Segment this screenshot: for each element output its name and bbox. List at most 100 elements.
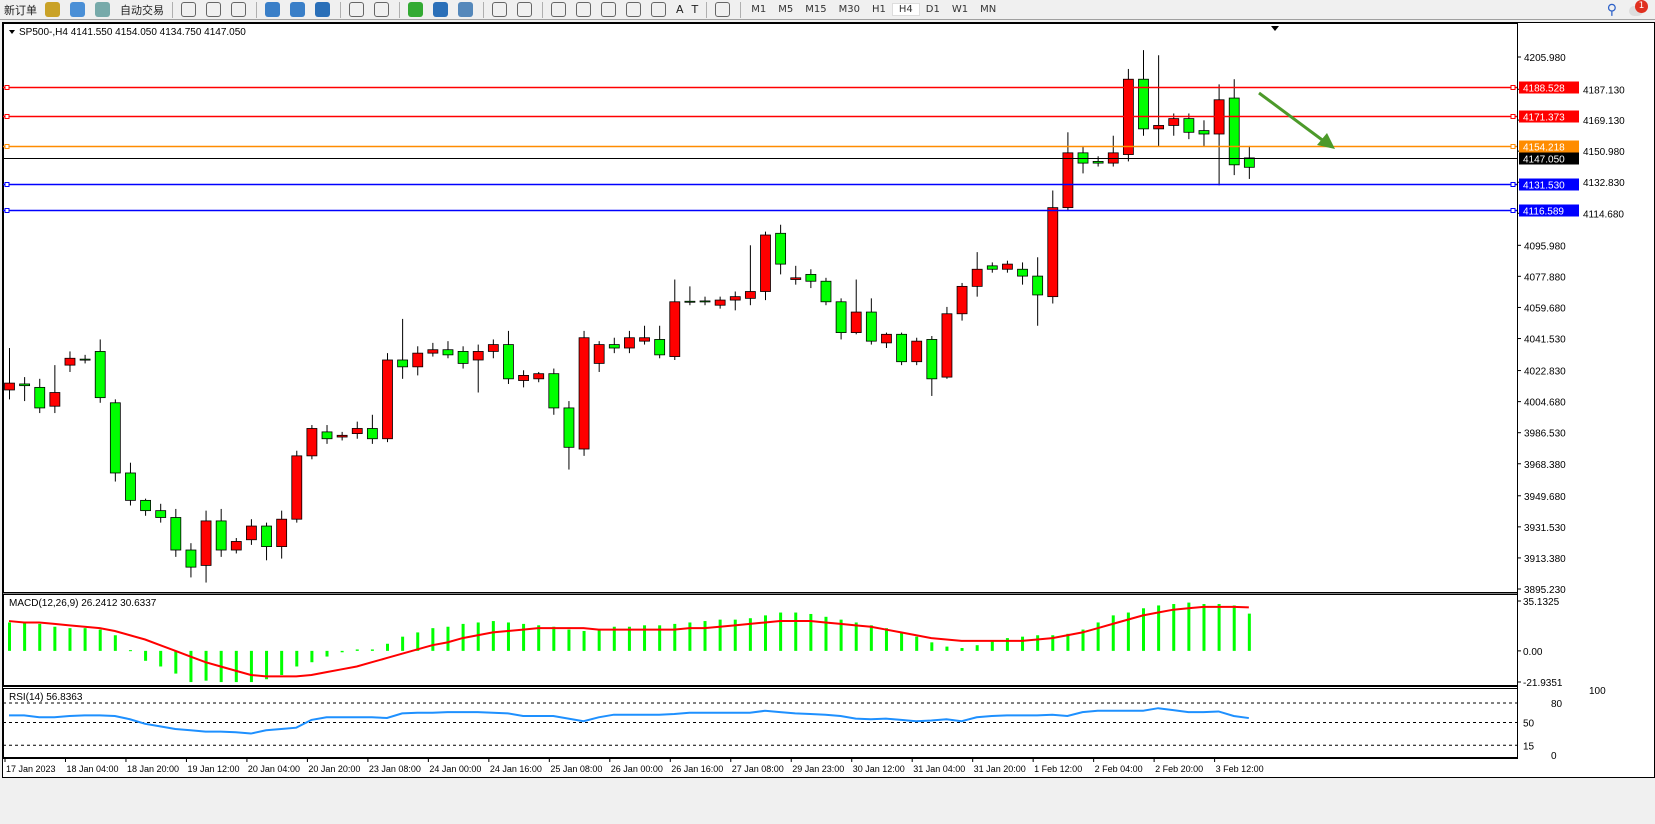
- line-handle[interactable]: [1510, 114, 1516, 119]
- candle[interactable]: [1092, 156, 1104, 167]
- candle[interactable]: [639, 325, 650, 345]
- candle[interactable]: [1153, 55, 1165, 146]
- candle[interactable]: [503, 330, 514, 384]
- timeframe-w1[interactable]: W1: [951, 4, 969, 15]
- candle[interactable]: [729, 291, 741, 311]
- line-handle[interactable]: [1510, 85, 1516, 90]
- candle[interactable]: [820, 277, 832, 306]
- line-handle[interactable]: [4, 85, 10, 90]
- autotrading-button[interactable]: 自动交易: [116, 1, 168, 19]
- equidistant-channel-button[interactable]: [622, 1, 647, 19]
- line-handle[interactable]: [1510, 144, 1516, 149]
- candlestick-button[interactable]: [202, 1, 227, 19]
- timeframe-d1[interactable]: D1: [925, 4, 940, 15]
- signals-button[interactable]: [91, 1, 116, 19]
- candle[interactable]: [1002, 260, 1013, 273]
- chart-shift-button[interactable]: [345, 1, 370, 19]
- candle[interactable]: [775, 224, 787, 275]
- candle[interactable]: [593, 341, 605, 372]
- timeframe-mn[interactable]: MN: [980, 4, 997, 15]
- candle[interactable]: [230, 538, 242, 554]
- candle[interactable]: [155, 503, 167, 523]
- line-handle[interactable]: [4, 208, 10, 213]
- line-handle[interactable]: [1510, 182, 1516, 187]
- candle[interactable]: [744, 245, 756, 306]
- candle[interactable]: [1062, 132, 1074, 212]
- candle[interactable]: [805, 269, 817, 289]
- candle[interactable]: [246, 519, 257, 545]
- candle[interactable]: [185, 543, 197, 578]
- candle[interactable]: [865, 298, 877, 345]
- candle[interactable]: [291, 450, 303, 523]
- zoom-out-button[interactable]: [286, 1, 311, 19]
- candle[interactable]: [1228, 79, 1240, 176]
- line-handle[interactable]: [4, 144, 10, 149]
- candle[interactable]: [49, 365, 61, 414]
- candle[interactable]: [170, 508, 182, 557]
- candle[interactable]: [109, 399, 121, 482]
- candle[interactable]: [563, 401, 575, 470]
- timeframe-m15[interactable]: M15: [805, 4, 827, 15]
- candle[interactable]: [200, 510, 212, 583]
- candle[interactable]: [578, 330, 590, 456]
- timeframe-h4[interactable]: H4: [891, 3, 920, 16]
- options-button[interactable]: [66, 1, 91, 19]
- candle[interactable]: [215, 508, 227, 557]
- candle[interactable]: [654, 325, 666, 359]
- timeframe-m1[interactable]: M1: [751, 4, 767, 15]
- candle[interactable]: [125, 462, 136, 506]
- candle[interactable]: [624, 330, 635, 354]
- timeframe-h1[interactable]: H1: [871, 4, 886, 15]
- candle[interactable]: [336, 431, 348, 441]
- candle[interactable]: [94, 339, 106, 403]
- candle[interactable]: [533, 371, 545, 383]
- candle[interactable]: [427, 342, 439, 357]
- candle[interactable]: [64, 351, 76, 372]
- candle[interactable]: [941, 306, 953, 379]
- candle[interactable]: [1032, 257, 1044, 326]
- vertical-line-button[interactable]: [547, 1, 572, 19]
- text-button[interactable]: A: [672, 1, 688, 19]
- candle[interactable]: [79, 354, 91, 364]
- candle[interactable]: [457, 346, 469, 369]
- candle[interactable]: [1138, 50, 1149, 136]
- candle[interactable]: [971, 252, 983, 297]
- line-chart-button[interactable]: [227, 1, 252, 19]
- candle[interactable]: [321, 425, 333, 444]
- line-handle[interactable]: [4, 182, 10, 187]
- zoom-in-button[interactable]: [261, 1, 286, 19]
- candle[interactable]: [4, 348, 15, 400]
- chart-canvas[interactable]: 4205.980 4187.130 4169.130 4150.980 4132.830…: [3, 23, 1654, 777]
- candle[interactable]: [412, 346, 424, 376]
- candle[interactable]: [850, 279, 862, 335]
- candle[interactable]: [760, 231, 771, 301]
- candle[interactable]: [548, 368, 560, 415]
- candle[interactable]: [1077, 145, 1089, 174]
- candle[interactable]: [382, 353, 393, 443]
- tile-windows-button[interactable]: [311, 1, 336, 19]
- arrows-button[interactable]: [711, 1, 736, 19]
- candle[interactable]: [669, 279, 681, 360]
- candle[interactable]: [261, 522, 272, 561]
- candle[interactable]: [1017, 262, 1028, 285]
- trend-arrow[interactable]: [1258, 91, 1326, 144]
- candle[interactable]: [1183, 113, 1195, 140]
- cursor-button[interactable]: [488, 1, 513, 19]
- history-center-button[interactable]: [41, 1, 66, 19]
- text-label-button[interactable]: T: [688, 1, 703, 19]
- candle[interactable]: [351, 421, 363, 439]
- candle[interactable]: [881, 332, 892, 349]
- candle[interactable]: [518, 370, 529, 388]
- candle[interactable]: [896, 332, 907, 366]
- candle[interactable]: [1213, 84, 1225, 186]
- fibonacci-button[interactable]: [647, 1, 672, 19]
- trendline-button[interactable]: [597, 1, 622, 19]
- new-order-button[interactable]: 新订单: [0, 1, 41, 19]
- candle[interactable]: [487, 339, 499, 359]
- candle[interactable]: [956, 282, 968, 321]
- timeframe-m5[interactable]: M5: [778, 4, 794, 15]
- horizontal-line-button[interactable]: [572, 1, 597, 19]
- templates-button[interactable]: [454, 1, 479, 19]
- indicators-button[interactable]: [404, 1, 429, 19]
- candle[interactable]: [714, 296, 726, 309]
